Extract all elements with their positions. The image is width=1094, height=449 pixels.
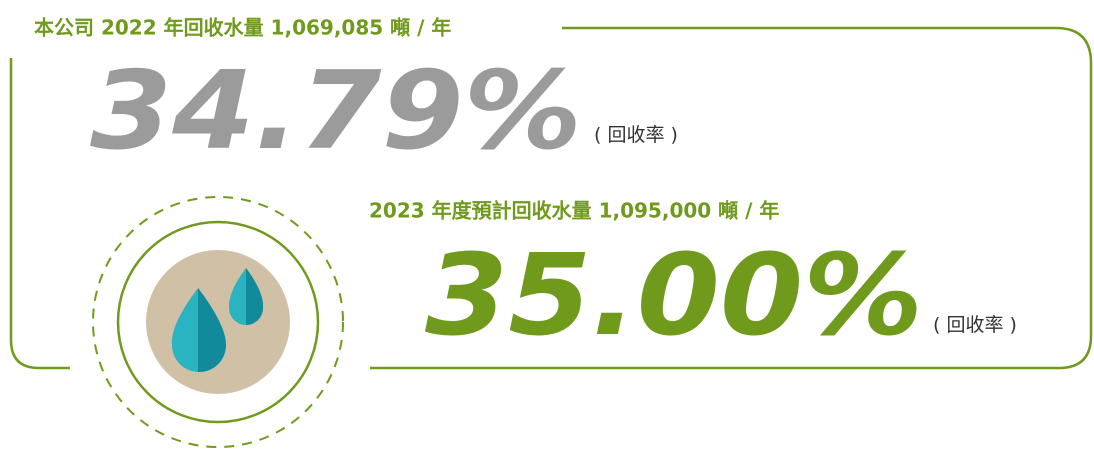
rate: 34.79% [90, 49, 582, 174]
frame-line [370, 26, 1093, 370]
drop-shade [246, 268, 264, 325]
dashed-ring [92, 196, 344, 448]
heading: 2023 年度預計回收水量 1,095,000 噸 / 年 [369, 199, 779, 223]
drop-shade [198, 288, 226, 373]
frame-line [9, 58, 70, 370]
rate-note: ( 回收率 ) [594, 124, 678, 146]
rate: 35.00% [425, 231, 923, 361]
rate-note: ( 回收率 ) [933, 314, 1017, 336]
heading: 本公司 2022 年回收水量 1,069,085 噸 / 年 [34, 16, 451, 40]
